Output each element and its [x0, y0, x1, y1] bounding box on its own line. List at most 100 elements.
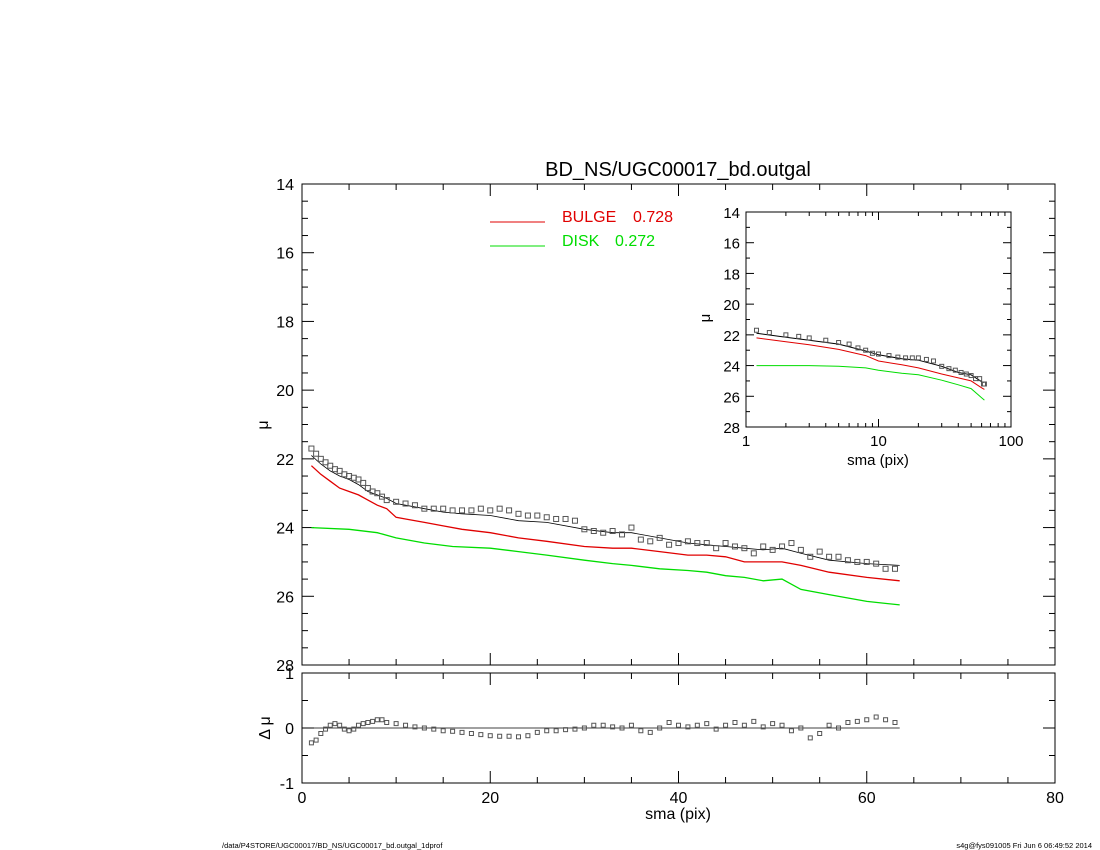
main-data-point [308, 445, 315, 452]
residual-data-point [497, 733, 503, 739]
inset-y-tick-label: 28 [723, 420, 740, 437]
residual-data-point [826, 722, 832, 728]
main-data-point [807, 553, 814, 560]
inset-disk-line [756, 365, 985, 401]
inset-x-tick-label: 100 [998, 433, 1023, 450]
main-data-point [600, 529, 607, 536]
inset-data-point [939, 363, 945, 369]
main-data-point [609, 528, 616, 535]
legend-bulge-value: 0.728 [633, 209, 673, 226]
x-tick-label: 60 [858, 790, 876, 807]
main-data-point [703, 540, 710, 547]
inset-data-point [855, 345, 861, 351]
residual-data-point [440, 728, 446, 734]
main-data-point [656, 534, 663, 541]
main-data-point [364, 485, 371, 492]
main-data-point [374, 490, 381, 497]
residual-data-point [751, 718, 757, 724]
main-data-point [647, 538, 654, 545]
inset-data-point [903, 355, 909, 361]
inset-y-tick-label: 20 [723, 297, 740, 314]
residual-data-point [403, 722, 409, 728]
x-tick-label: 20 [481, 790, 499, 807]
main-data-point [779, 543, 786, 550]
main-data-point [788, 540, 795, 547]
main-data-point [459, 507, 466, 514]
main-data-point [421, 505, 428, 512]
inset-panel: 14 16 18 20 22 24 26 281 10 100 sma (pix) μ [697, 205, 1024, 469]
main-data-point [816, 548, 823, 555]
main-data-point [694, 540, 701, 547]
residual-data-point [854, 718, 860, 724]
residual-data-point [892, 720, 898, 725]
residual-data-point [685, 724, 691, 730]
main-data-point [675, 540, 682, 547]
residual-data-point [591, 722, 597, 728]
inset-bulge-line [756, 337, 985, 390]
inset-data-point [958, 369, 964, 375]
inset-y-tick-label: 18 [723, 266, 740, 283]
residual-data-point [788, 728, 794, 734]
inset-data-point [963, 371, 969, 377]
residual-data-point [657, 725, 663, 731]
residual-data-point [873, 714, 879, 720]
residual-data-point [713, 726, 719, 732]
residual-data-point [619, 725, 625, 731]
main-y-tick-label: 16 [276, 246, 294, 263]
main-data-point [449, 507, 456, 514]
inset-x-tick-label: 1 [742, 433, 750, 450]
main-y-tick-label: 20 [276, 383, 294, 400]
main-axes: 14 16 18 20 22 24 26 28 [276, 177, 1056, 675]
inset-data-point [766, 330, 772, 336]
residual-data-point [779, 722, 785, 728]
main-disk-line [311, 526, 900, 606]
main-data-point [468, 507, 475, 514]
residual-data-point [337, 722, 343, 728]
inset-y-tick-label: 26 [723, 389, 740, 406]
residual-data-point [308, 740, 314, 746]
residual-data-point [327, 722, 333, 728]
legend-disk-value: 0.272 [615, 233, 655, 250]
inset-data-point [796, 333, 802, 339]
residual-data-point [883, 717, 889, 723]
main-data-point [524, 512, 531, 519]
inset-data-point [977, 376, 983, 382]
inset-data-point [783, 332, 789, 338]
chart-title: BD_NS/UGC00017_bd.outgal [545, 159, 811, 181]
residual-data-point [450, 728, 456, 734]
inset-data-point [930, 358, 936, 364]
residual-data-point [384, 720, 390, 725]
main-data-point [487, 507, 494, 514]
main-data-point [553, 515, 560, 522]
main-data-point [515, 510, 522, 517]
main-data-point [731, 543, 738, 550]
main-data-point [393, 498, 400, 505]
residual-data-point [864, 717, 870, 723]
residual-data-point [374, 717, 380, 723]
residual-data-point [647, 729, 653, 735]
residual-data-point [723, 722, 729, 728]
main-data-point [336, 467, 343, 474]
main-data-point [797, 546, 804, 553]
residual-y-tick-label: 1 [285, 666, 294, 683]
residual-data-point [628, 722, 634, 728]
main-data-point [873, 560, 880, 567]
inset-y-tick-label: 24 [723, 359, 740, 376]
main-data-point [313, 450, 320, 457]
main-data-point [666, 541, 673, 548]
inset-data-point [823, 337, 829, 343]
main-data-point [826, 553, 833, 560]
legend-disk-label: DISK [562, 233, 600, 250]
main-y-tick-label: 28 [276, 658, 294, 675]
inset-data-point [876, 351, 881, 357]
x-tick-label: 80 [1046, 790, 1064, 807]
inset-data-point [886, 353, 892, 359]
main-data-point [722, 540, 729, 547]
main-data-point [891, 565, 898, 572]
inset-x-tick-label: 10 [870, 433, 887, 450]
main-y-axis-label: μ [255, 420, 272, 429]
residual-data-point [581, 725, 587, 731]
residual-data-point [459, 729, 465, 735]
